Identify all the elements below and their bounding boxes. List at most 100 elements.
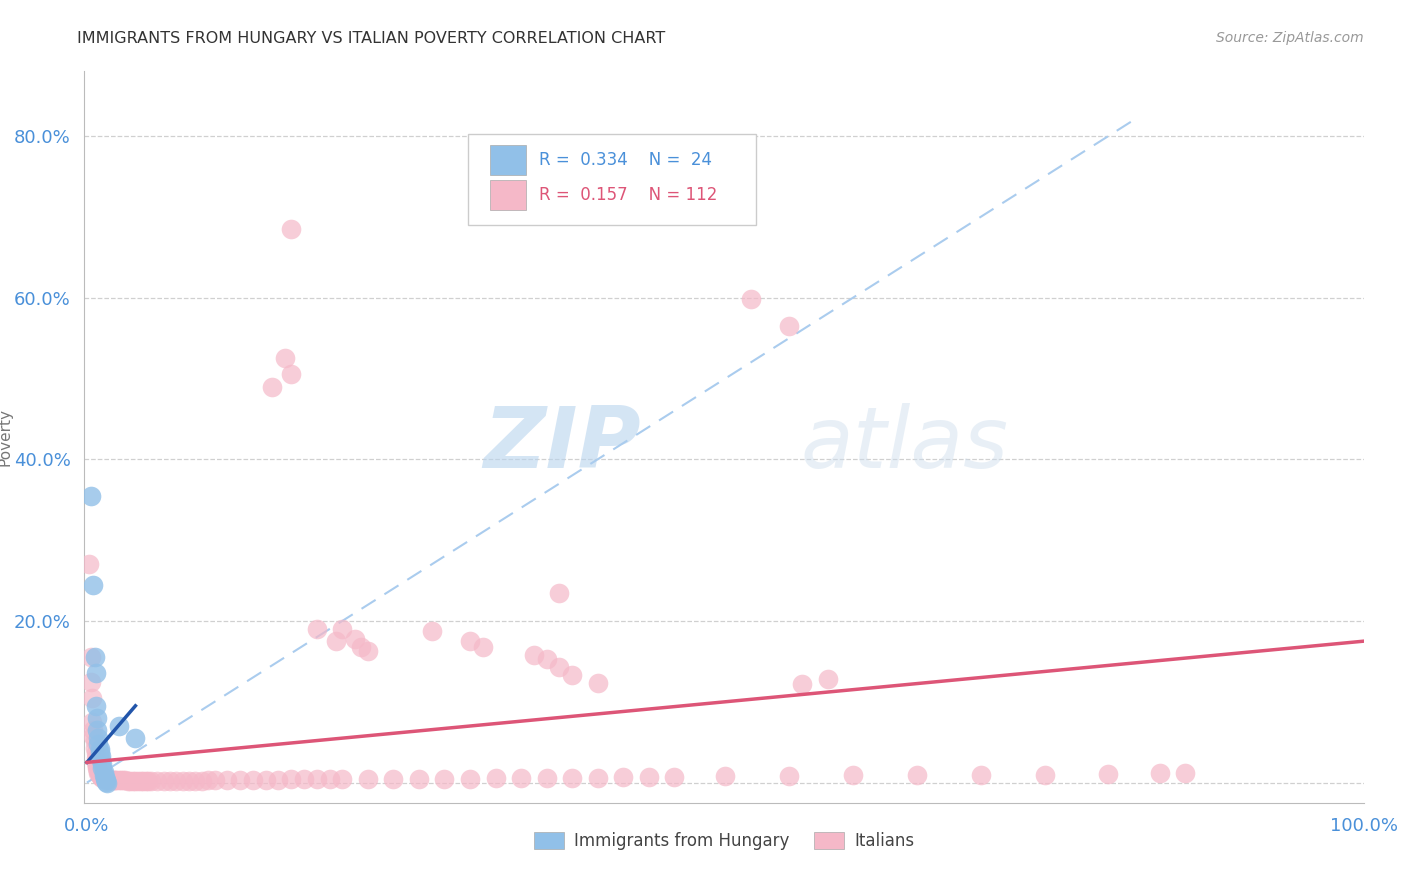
Point (91, 761, 114, 775)
Point (330, 622, 353, 636)
Point (94, 772, 117, 787)
Point (86, 757, 108, 772)
Point (90, 753, 112, 767)
Point (292, 772, 315, 787)
Point (124, 731, 146, 746)
Point (344, 632, 367, 646)
Point (280, 772, 302, 787)
Point (89, 767, 111, 781)
Point (817, 672, 839, 686)
Point (242, 773, 264, 788)
Point (280, 368, 302, 382)
Point (586, 771, 609, 785)
Point (87, 765, 110, 780)
Point (83, 650, 105, 665)
Point (135, 774, 157, 789)
Point (510, 771, 533, 785)
Point (100, 773, 122, 788)
Point (790, 677, 813, 691)
Point (84, 666, 107, 681)
Point (458, 772, 481, 786)
Text: ZIP: ZIP (484, 403, 641, 486)
Point (86, 723, 108, 737)
Point (159, 774, 181, 789)
Point (82, 577, 104, 591)
Point (82, 729, 104, 743)
Point (177, 774, 200, 789)
Point (536, 771, 558, 785)
Point (408, 772, 430, 786)
Point (204, 773, 226, 788)
Point (87, 731, 110, 746)
Point (132, 774, 155, 789)
Point (172, 774, 194, 789)
Point (90, 748, 112, 763)
Text: Source: ZipAtlas.com: Source: ZipAtlas.com (1216, 31, 1364, 45)
Point (79, 558, 101, 572)
Point (191, 774, 214, 789)
Point (357, 644, 380, 658)
Point (184, 774, 207, 789)
Point (357, 772, 380, 786)
Point (87, 763, 110, 777)
Point (146, 774, 169, 789)
Point (136, 774, 159, 789)
Point (458, 634, 481, 648)
Point (90, 769, 112, 783)
Point (93, 767, 115, 781)
Point (111, 773, 134, 788)
Point (1174, 765, 1197, 780)
Text: R =  0.334    N =  24: R = 0.334 N = 24 (538, 151, 711, 169)
Point (80, 690, 103, 705)
Point (84, 698, 107, 713)
Point (124, 774, 146, 789)
Point (87, 764, 110, 779)
Point (122, 774, 145, 789)
Point (94, 772, 117, 786)
Point (84, 747, 107, 761)
Point (90, 769, 112, 783)
Point (91, 771, 114, 785)
Point (523, 648, 546, 662)
Point (101, 773, 124, 788)
Point (80, 674, 103, 689)
Point (778, 318, 800, 333)
Point (1097, 766, 1119, 780)
Point (83, 733, 105, 747)
Point (84, 755, 107, 769)
Point (89, 745, 111, 759)
Point (254, 773, 277, 788)
Point (83, 740, 105, 755)
Point (536, 652, 558, 666)
Point (714, 769, 737, 783)
Point (420, 624, 443, 638)
Point (94, 772, 117, 786)
Point (318, 772, 340, 787)
Point (229, 773, 252, 788)
Point (637, 770, 659, 784)
Y-axis label: Poverty: Poverty (0, 408, 13, 467)
Point (94, 774, 117, 789)
Point (86, 711, 108, 725)
Point (325, 634, 347, 648)
Point (94, 772, 117, 786)
Point (778, 769, 800, 783)
Point (94, 772, 117, 787)
Point (612, 770, 634, 784)
Point (350, 640, 373, 654)
Legend: Immigrants from Hungary, Italians: Immigrants from Hungary, Italians (527, 825, 921, 856)
Point (305, 772, 328, 787)
Point (98, 773, 121, 788)
Point (471, 640, 494, 654)
Point (93, 765, 115, 780)
Point (104, 773, 127, 788)
Point (105, 773, 128, 788)
Point (305, 622, 328, 636)
Point (664, 770, 686, 784)
Point (80, 489, 103, 503)
Point (93, 771, 115, 785)
Point (139, 774, 162, 789)
Point (93, 772, 115, 786)
Text: atlas: atlas (801, 403, 1010, 486)
Point (108, 719, 131, 733)
